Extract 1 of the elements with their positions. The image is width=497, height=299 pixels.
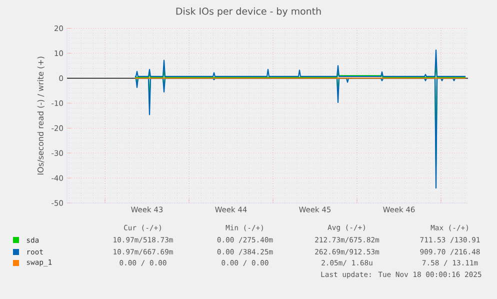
chart-title: Disk IOs per device - by month — [176, 7, 321, 17]
